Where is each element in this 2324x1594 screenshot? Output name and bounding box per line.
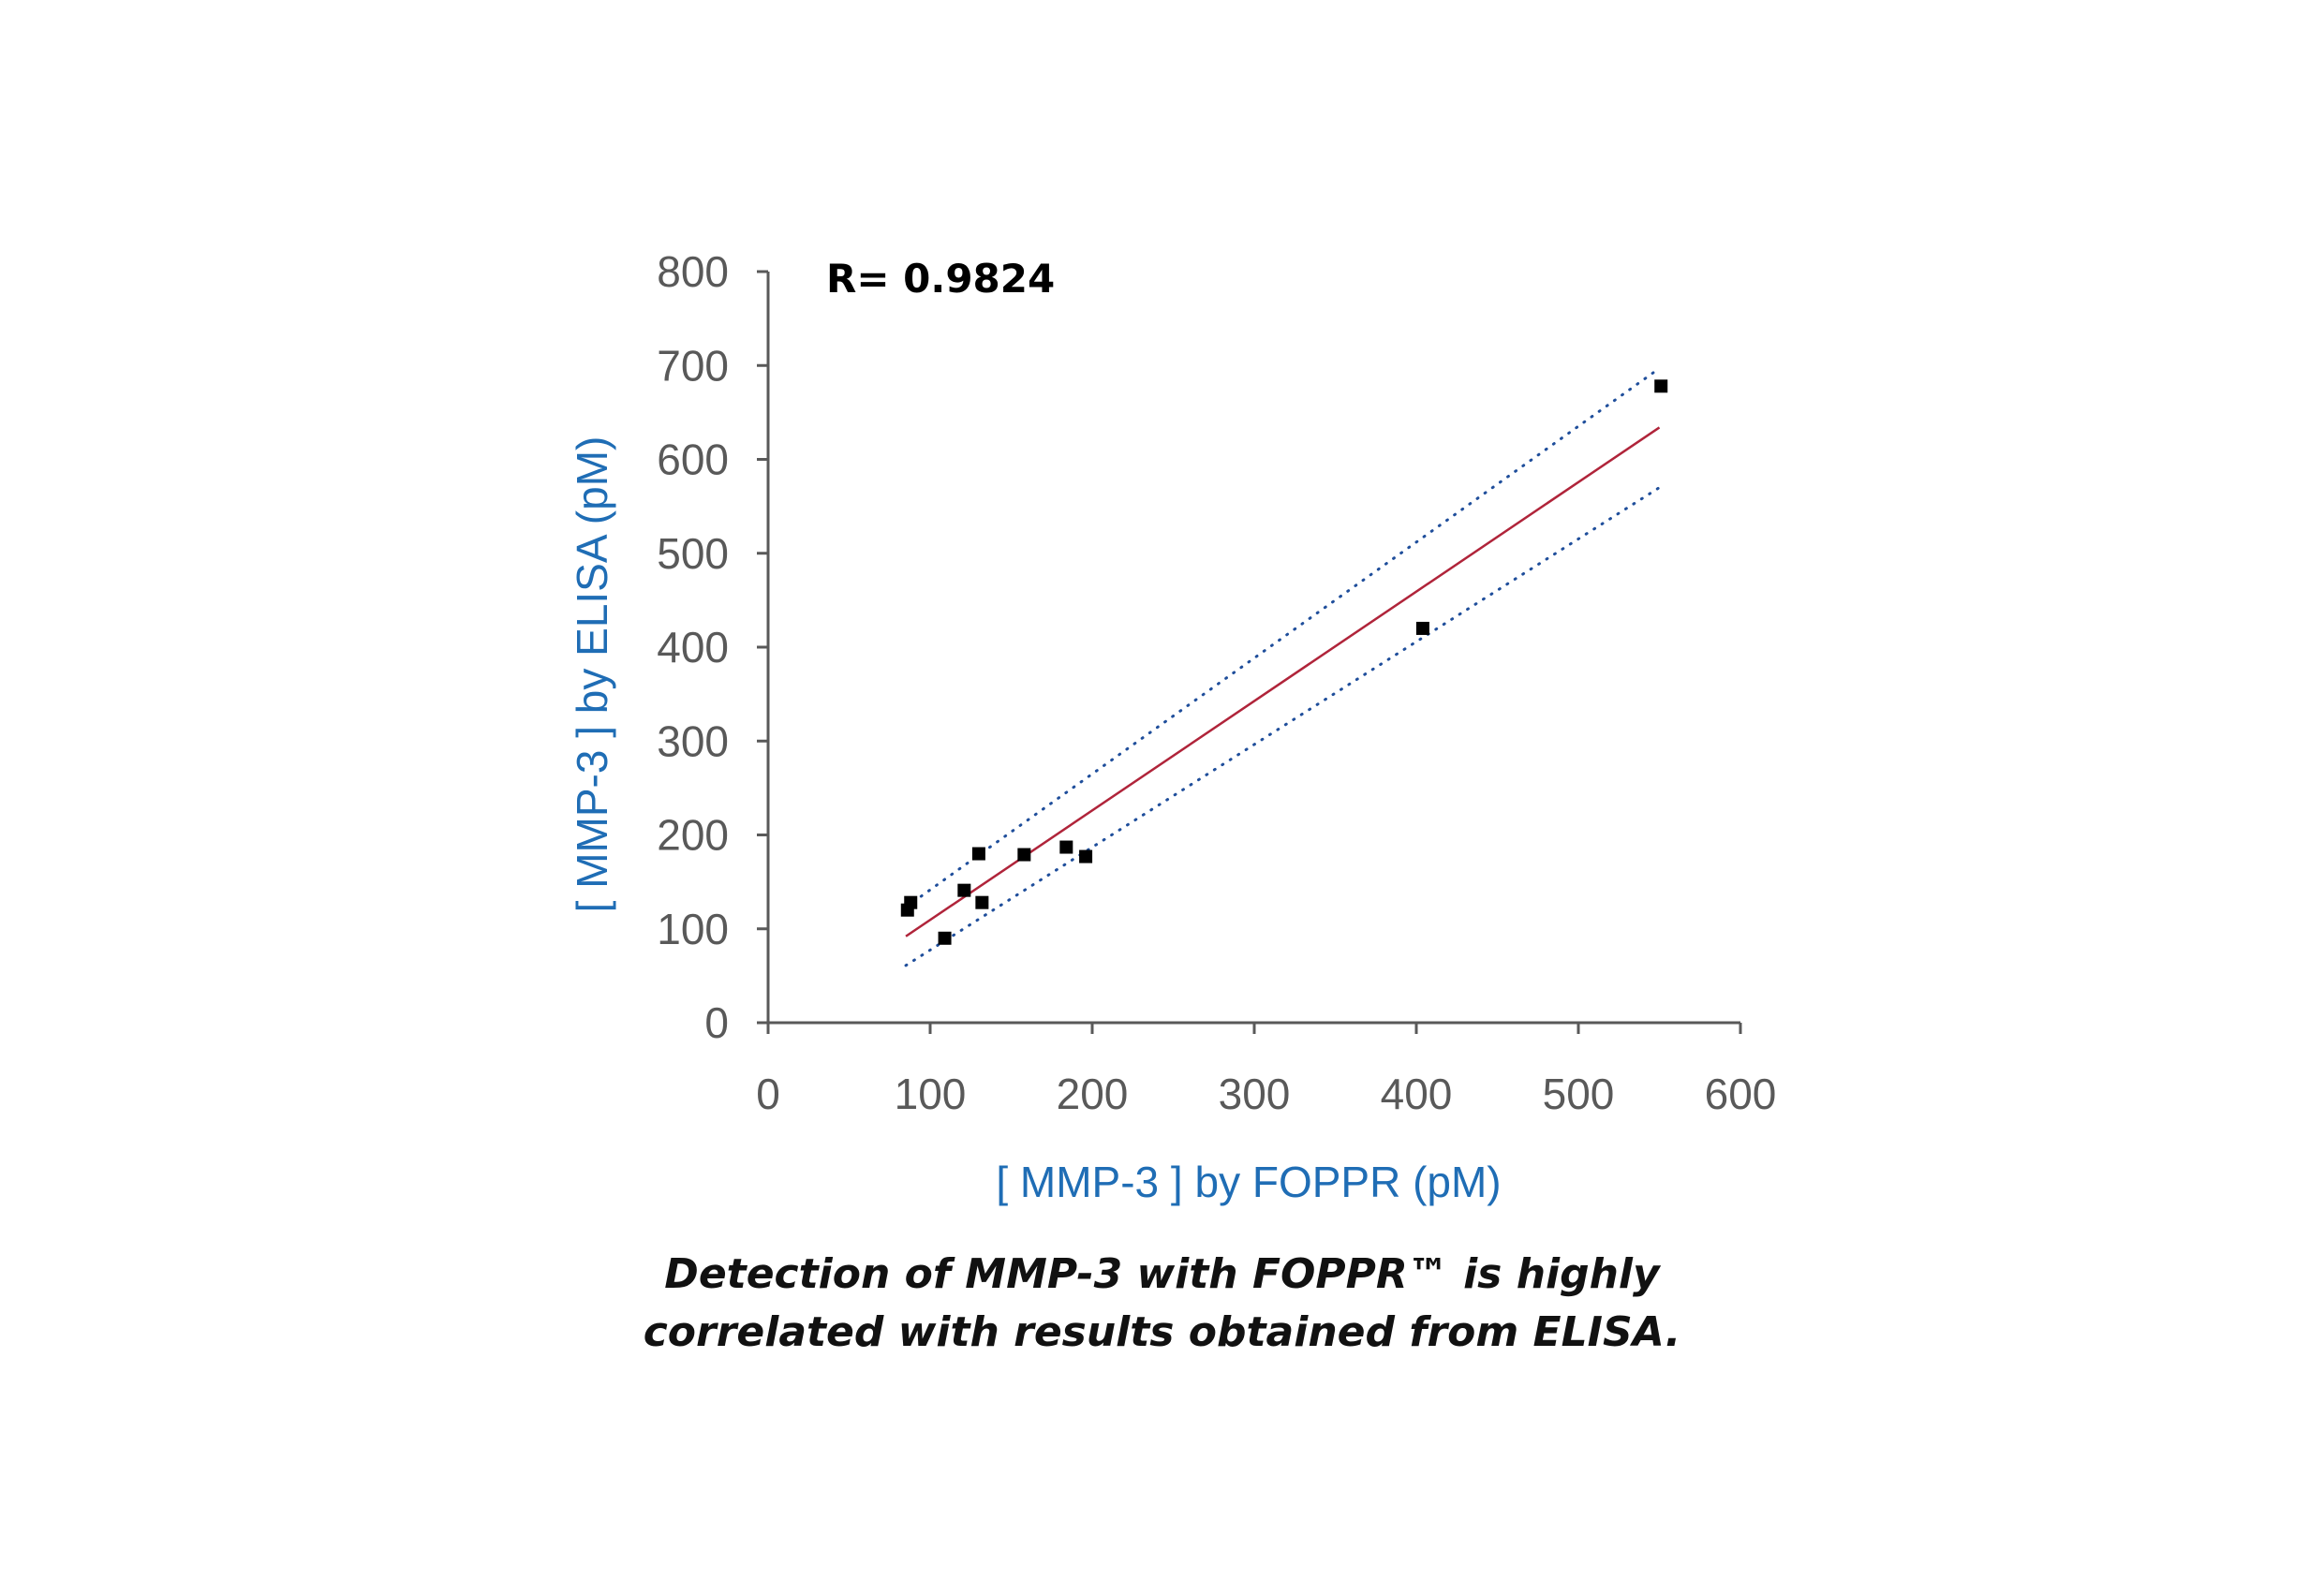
- chart-points: [900, 379, 1668, 945]
- data-point: [904, 895, 918, 909]
- caption-line-2: correlated with results obtained from EL…: [643, 1308, 1681, 1356]
- caption-line-1: Detection of MMP-3 with FOPPR™ is highly: [664, 1250, 1660, 1298]
- chart-lines: [904, 366, 1661, 967]
- y-tick-label: 500: [657, 529, 729, 578]
- x-tick-label: 300: [1219, 1070, 1291, 1118]
- y-tick-label: 0: [704, 998, 729, 1047]
- data-point: [957, 883, 971, 897]
- regression-fit-line: [905, 426, 1661, 937]
- upper-confidence-line: [904, 366, 1661, 909]
- x-tick-label: 200: [1057, 1070, 1129, 1118]
- y-tick-label: 600: [657, 435, 729, 484]
- x-tick-label: 0: [756, 1070, 780, 1118]
- data-point: [1079, 849, 1093, 863]
- r-value-annotation: R= 0.9824: [826, 256, 1055, 302]
- data-point: [975, 895, 989, 909]
- x-axis-title: [ MMP-3 ] by FOPPR (pM): [996, 1158, 1501, 1206]
- lower-confidence-line: [904, 486, 1661, 967]
- data-point: [1017, 848, 1031, 862]
- y-tick-label: 200: [657, 811, 729, 860]
- data-point: [938, 931, 952, 945]
- y-axis-title: [ MMP-3 ] by ELISA (pM): [568, 436, 616, 913]
- x-tick-label: 600: [1705, 1070, 1777, 1118]
- y-tick-label: 100: [657, 905, 729, 953]
- data-point: [1059, 840, 1073, 854]
- x-tick-label: 500: [1543, 1070, 1615, 1118]
- y-tick-label: 700: [657, 341, 729, 390]
- x-tick-label: 400: [1381, 1070, 1453, 1118]
- x-tick-label: 100: [895, 1070, 967, 1118]
- figure-caption: Detection of MMP-3 with FOPPR™ is highly…: [0, 1246, 2324, 1362]
- y-tick-label: 800: [657, 247, 729, 296]
- data-point: [971, 847, 985, 861]
- y-tick-label: 400: [657, 623, 729, 672]
- data-point: [1415, 621, 1429, 635]
- y-tick-label: 300: [657, 716, 729, 765]
- chart-axes: 0 100 200 300 400 500 600 0 100 200 300 400 500 600 70…: [657, 247, 1776, 1118]
- data-point: [1654, 379, 1668, 393]
